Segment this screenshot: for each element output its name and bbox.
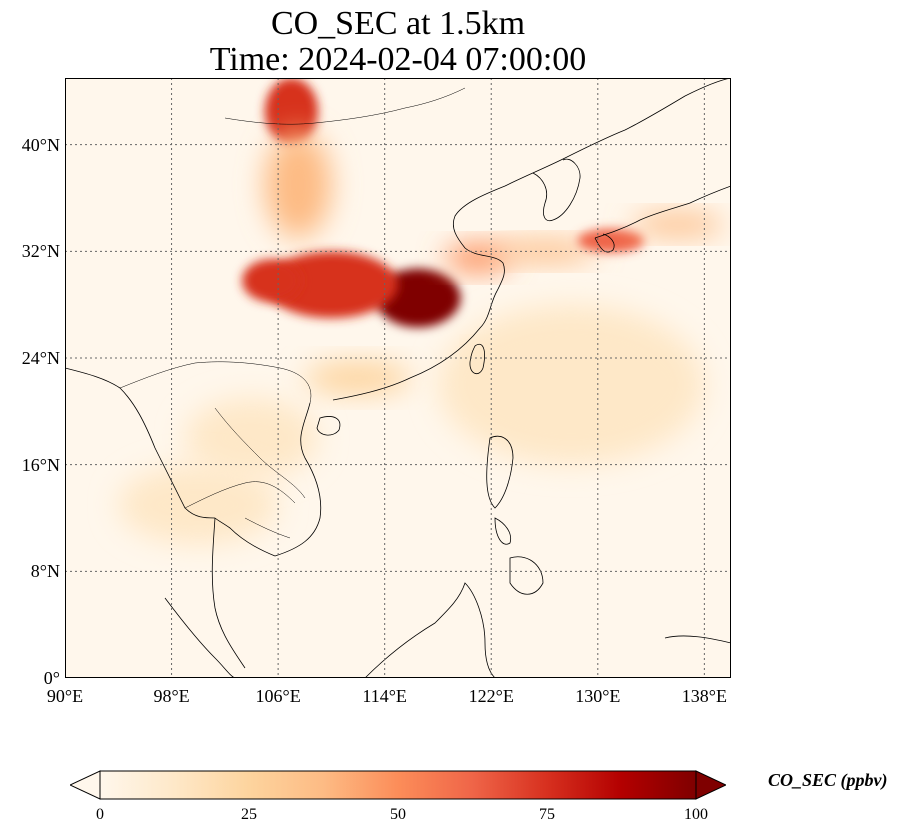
coastline-mindanao <box>509 556 544 595</box>
lon-tick-label: 138°E <box>681 686 727 706</box>
map-panel <box>65 78 731 678</box>
coastlines <box>65 78 731 678</box>
lon-tick-label: 98°E <box>153 686 190 706</box>
coastline-newguinea <box>664 635 731 644</box>
field-east-china-sea-band <box>491 240 598 262</box>
colorbar-tick-label: 0 <box>96 806 104 823</box>
colorbar-label: CO_SEC (ppbv) <box>768 770 888 790</box>
field-japan-honshu-band <box>631 214 725 236</box>
coastline-taiwan <box>469 343 485 375</box>
chart-title: CO_SEC at 1.5km <box>270 5 526 42</box>
coastline-japan <box>594 185 731 239</box>
colorbar-tick-label: 50 <box>390 806 406 823</box>
colorbar-tick-label: 100 <box>684 806 708 823</box>
field-west-pacific-haze <box>437 304 705 465</box>
border-china-mongolia <box>224 87 466 125</box>
colorbar <box>70 770 726 800</box>
lat-tick-label: 32°N <box>21 241 60 262</box>
coastline-sumatra <box>164 597 236 678</box>
field-japan-kyushu <box>577 228 645 253</box>
lon-tick-label: 130°E <box>575 686 621 706</box>
lat-tick-label: 16°N <box>21 454 60 475</box>
lon-tick-label: 106°E <box>255 686 301 706</box>
lat-tick-label: 0° <box>43 668 60 688</box>
country-borders <box>119 87 466 539</box>
lon-tick-label: 114°E <box>362 686 407 706</box>
coastline-malay <box>211 517 246 669</box>
coastline-china <box>332 78 731 401</box>
map-frame <box>65 78 731 678</box>
coastline-luzon <box>486 435 514 509</box>
border-cambodia <box>244 517 291 539</box>
field-south-china-coast <box>304 362 412 394</box>
lon-tick-label: 90°E <box>46 686 84 706</box>
concentration-field <box>118 78 725 545</box>
border-thailand <box>184 481 296 509</box>
lon-tick-label: 122°E <box>468 686 514 706</box>
coastline-korea <box>532 158 581 222</box>
coastline-thailand <box>214 517 276 557</box>
field-north-china-plume-mid <box>264 131 332 238</box>
field-sichuan-west <box>242 259 301 302</box>
colorbar-extend-min <box>70 770 101 800</box>
colorbar-tick-label: 75 <box>539 806 555 823</box>
border-laos <box>214 407 306 499</box>
field-indochina-haze <box>184 398 319 478</box>
coastline-hainan <box>316 416 341 436</box>
lat-tick-label: 40°N <box>21 134 60 155</box>
coastline-kyushu <box>594 233 615 253</box>
lat-tick-label: 24°N <box>21 348 60 368</box>
field-thailand-haze <box>118 464 279 545</box>
colorbar-extend-max <box>695 770 726 800</box>
field-central-china-plume <box>264 251 398 318</box>
coastline-myanmar <box>65 367 216 519</box>
border-china-south <box>119 361 312 404</box>
lat-tick-label: 8°N <box>30 561 60 582</box>
graticule <box>65 78 731 678</box>
coastline-borneo <box>364 582 496 678</box>
colorbar-gradient <box>99 770 697 800</box>
coastline-visayas <box>494 517 512 545</box>
chart-subtitle-time: Time: 2024-02-04 07:00:00 <box>209 41 587 78</box>
coastline-vietnam <box>274 402 322 557</box>
colorbar-tick-label: 25 <box>241 806 257 823</box>
